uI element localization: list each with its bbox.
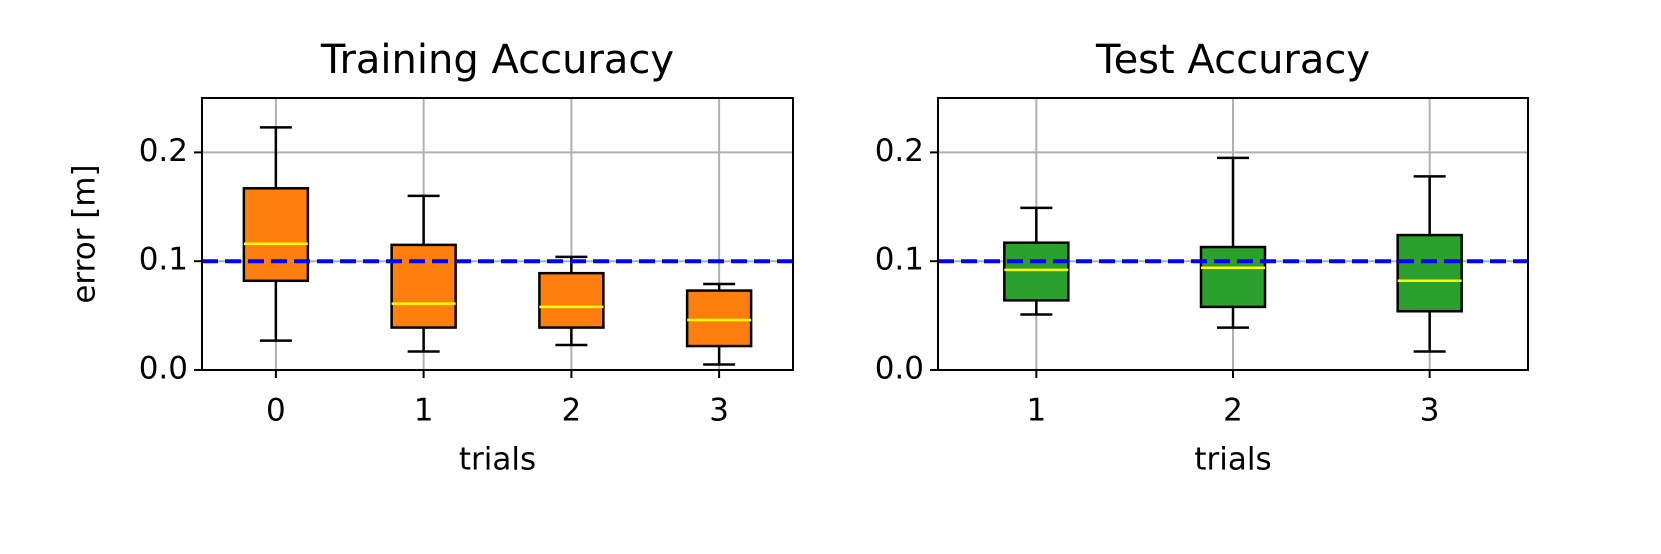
y-tick-label: 0.0 [875,351,924,387]
x-tick-label: 1 [1026,393,1046,429]
box [1003,241,1070,302]
x-tick-label: 2 [562,393,582,429]
y-axis-label: error [m] [67,164,103,303]
x-tick-label: 1 [414,393,434,429]
y-tick-label: 0.1 [875,242,924,278]
y-tick-label: 0.2 [139,133,188,169]
y-tick-label: 0.2 [875,133,924,169]
x-axis-label: trials [1194,442,1271,478]
y-tick-label: 0.0 [139,351,188,387]
x-tick-label: 3 [709,393,729,429]
box [1396,233,1463,313]
plot-frame [201,97,794,371]
chart-title: Training Accuracy [320,37,674,83]
x-tick-label: 3 [1420,393,1440,429]
plot-frame [937,97,1529,371]
box [390,243,457,329]
y-tick-label: 0.1 [139,242,188,278]
x-axis-label: trials [459,442,536,478]
box [685,289,753,348]
box [538,271,605,329]
chart-title: Test Accuracy [1095,37,1370,83]
x-tick-label: 0 [266,393,286,429]
x-tick-label: 2 [1223,393,1243,429]
box [1199,245,1267,309]
box [242,187,310,283]
